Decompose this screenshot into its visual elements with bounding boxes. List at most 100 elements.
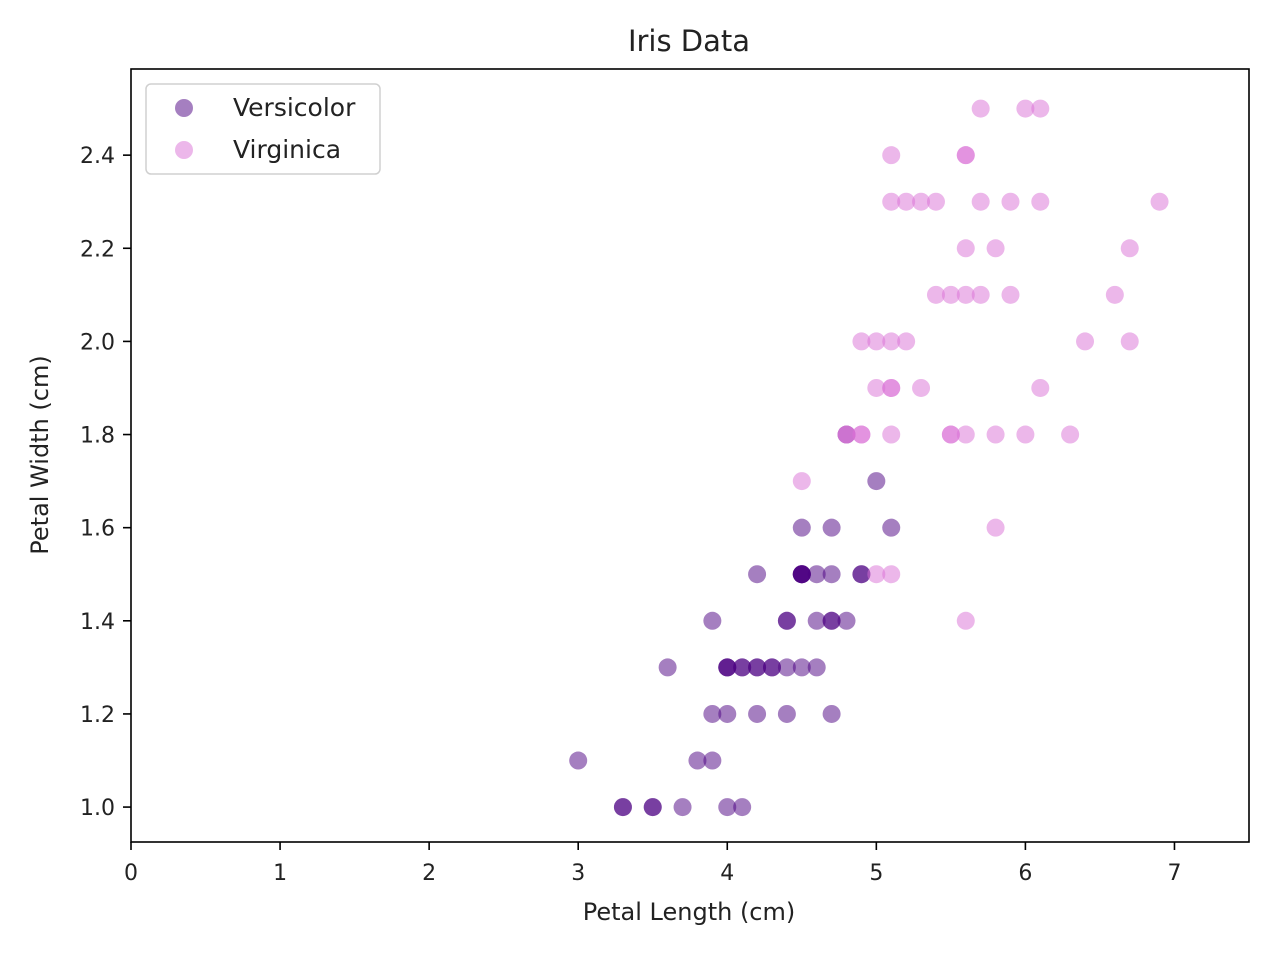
data-point <box>777 704 796 723</box>
data-point <box>897 192 916 211</box>
data-point <box>807 658 826 677</box>
data-point <box>1105 285 1124 304</box>
data-point <box>569 751 588 770</box>
data-point <box>926 285 945 304</box>
data-point <box>733 658 752 677</box>
data-point <box>703 611 722 630</box>
x-tick-label: 6 <box>1018 861 1032 886</box>
y-tick-label: 1.8 <box>80 424 115 449</box>
data-point <box>882 146 901 165</box>
y-axis: 1.0 1.2 1.4 1.6 1.8 2.0 2.2 2.4 <box>80 144 131 821</box>
data-point <box>912 192 931 211</box>
legend-label-virginica: Virginica <box>233 135 341 164</box>
data-point <box>1150 192 1169 211</box>
data-point <box>807 565 826 584</box>
data-point <box>1001 285 1020 304</box>
data-point <box>1076 332 1095 351</box>
data-point <box>956 425 975 444</box>
plot-area-frame <box>130 68 1250 843</box>
data-point <box>673 798 692 817</box>
data-point <box>718 658 737 677</box>
legend-box <box>145 83 381 175</box>
y-axis-title: Petal Width (cm) <box>26 355 54 554</box>
y-tick-label: 1.6 <box>80 517 115 542</box>
data-point <box>748 704 767 723</box>
data-point <box>822 704 841 723</box>
data-point <box>941 285 960 304</box>
series-versicolor <box>569 425 901 817</box>
data-point <box>1120 239 1139 258</box>
data-point <box>837 611 856 630</box>
data-point <box>748 565 767 584</box>
data-point <box>762 658 781 677</box>
data-point <box>792 518 811 537</box>
data-point <box>688 751 707 770</box>
y-tick-label: 1.0 <box>80 796 115 821</box>
data-point <box>613 798 632 817</box>
chart-title: Iris Data <box>628 24 750 58</box>
data-point <box>748 658 767 677</box>
data-point <box>882 425 901 444</box>
data-point <box>792 658 811 677</box>
data-point <box>777 658 796 677</box>
data-point <box>986 239 1005 258</box>
data-point <box>971 285 990 304</box>
data-point <box>777 611 796 630</box>
x-axis-title: Petal Length (cm) <box>583 898 796 926</box>
data-point <box>852 425 871 444</box>
data-point <box>867 378 886 397</box>
data-point <box>1016 99 1035 118</box>
data-point <box>956 285 975 304</box>
data-point <box>897 332 916 351</box>
data-point <box>912 378 931 397</box>
y-tick-label: 2.2 <box>80 237 115 262</box>
data-point <box>718 704 737 723</box>
x-tick-label: 3 <box>571 861 585 886</box>
data-point <box>822 611 841 630</box>
data-point <box>971 99 990 118</box>
data-point <box>882 192 901 211</box>
data-point <box>837 425 856 444</box>
data-point <box>703 751 722 770</box>
data-point <box>971 192 990 211</box>
data-point <box>852 332 871 351</box>
data-point <box>882 378 901 397</box>
data-point <box>956 239 975 258</box>
data-point <box>1001 192 1020 211</box>
data-point <box>718 798 737 817</box>
legend-marker-versicolor <box>175 99 193 117</box>
y-tick-label: 2.0 <box>80 330 115 355</box>
legend: Versicolor Virginica <box>145 83 381 175</box>
data-point <box>882 518 901 537</box>
y-tick-label: 2.4 <box>80 144 115 169</box>
y-tick-label: 1.4 <box>80 610 115 635</box>
x-tick-label: 0 <box>124 861 138 886</box>
data-point <box>703 704 722 723</box>
x-tick-label: 2 <box>422 861 436 886</box>
data-point <box>807 611 826 630</box>
y-tick-label: 1.2 <box>80 703 115 728</box>
data-point <box>986 425 1005 444</box>
x-tick-label: 4 <box>720 861 734 886</box>
x-axis: 0 1 2 3 4 5 6 7 <box>124 842 1181 886</box>
data-point <box>822 565 841 584</box>
x-tick-label: 7 <box>1167 861 1181 886</box>
data-point <box>658 658 677 677</box>
data-point <box>882 332 901 351</box>
data-point <box>852 565 871 584</box>
points-layer <box>569 99 1169 817</box>
data-point <box>956 146 975 165</box>
data-point <box>941 425 960 444</box>
legend-label-versicolor: Versicolor <box>233 93 356 122</box>
data-point <box>1120 332 1139 351</box>
data-point <box>882 565 901 584</box>
data-point <box>1031 192 1050 211</box>
data-point <box>926 192 945 211</box>
series-virginica <box>792 99 1169 630</box>
legend-marker-virginica <box>175 141 193 159</box>
x-tick-label: 1 <box>273 861 287 886</box>
data-point <box>792 565 811 584</box>
data-point <box>1031 99 1050 118</box>
data-point <box>986 518 1005 537</box>
